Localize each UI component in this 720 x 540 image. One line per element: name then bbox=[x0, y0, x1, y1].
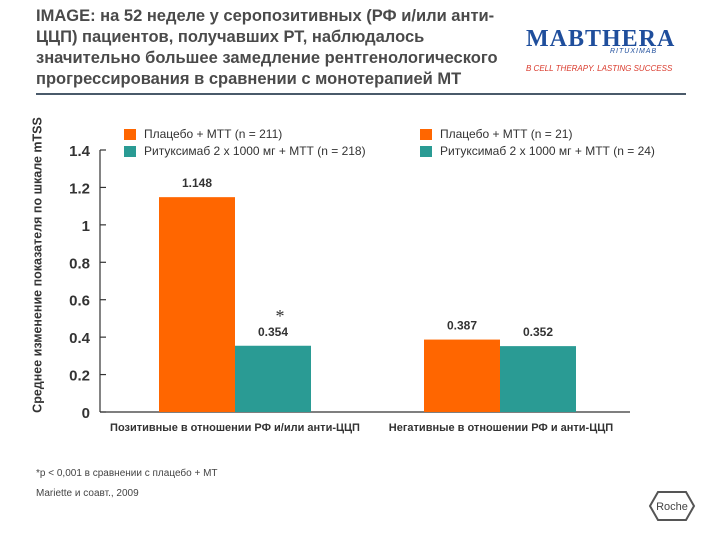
y-tick-label: 0.8 bbox=[69, 255, 90, 272]
bar-value-label: 1.148 bbox=[182, 176, 212, 190]
bar-placebo-1 bbox=[424, 339, 500, 412]
footnote-citation: Mariette и соавт., 2009 bbox=[36, 488, 139, 499]
y-tick-label: 0.6 bbox=[69, 293, 90, 310]
roche-hexagon-icon: Roche bbox=[648, 491, 696, 521]
legend-label: Плацебо + МТТ (n = 211) bbox=[144, 127, 283, 141]
y-tick-label: 0.4 bbox=[69, 330, 91, 347]
logo-wordmark: MABTHERA bbox=[526, 26, 676, 52]
legend-swatch-placebo bbox=[420, 129, 432, 140]
y-tick-label: 0 bbox=[82, 405, 90, 422]
y-tick-label: 1 bbox=[82, 218, 90, 235]
legend-entry-placebo-positive: Плацебо + МТТ (n = 211) bbox=[124, 126, 366, 143]
bar-rituximab-0 bbox=[235, 345, 311, 412]
legend-swatch-rituximab bbox=[124, 146, 136, 157]
legend-label: Ритуксимаб 2 x 1000 мг + МТТ (n = 24) bbox=[440, 144, 655, 158]
logo-subline: RITUXIMAB bbox=[610, 48, 658, 55]
y-tick-label: 1.4 bbox=[69, 143, 91, 160]
y-tick-label: 1.2 bbox=[69, 180, 90, 197]
roche-logo: Roche bbox=[642, 488, 702, 524]
slide-title: IMAGE: на 52 неделе у серопозитивных (РФ… bbox=[36, 7, 498, 88]
header-divider bbox=[36, 93, 686, 95]
legend-negative-group: Плацебо + МТТ (n = 21) Ритуксимаб 2 x 10… bbox=[420, 126, 655, 160]
legend-label: Плацебо + МТТ (n = 21) bbox=[440, 127, 573, 141]
bar-rituximab-1 bbox=[500, 346, 576, 412]
legend-positive-group: Плацебо + МТТ (n = 211) Ритуксимаб 2 x 1… bbox=[124, 126, 366, 160]
bar-placebo-0 bbox=[159, 197, 235, 412]
legend-swatch-rituximab bbox=[420, 146, 432, 157]
significance-marker: * bbox=[276, 306, 285, 326]
x-category-label-negative: Негативные в отношении РФ и анти-ЦЦП bbox=[388, 422, 614, 434]
legend-label: Ритуксимаб 2 x 1000 мг + МТТ (n = 218) bbox=[144, 144, 366, 158]
legend-entry-rituximab-negative: Ритуксимаб 2 x 1000 мг + МТТ (n = 24) bbox=[420, 143, 655, 160]
bar-value-label: 0.352 bbox=[523, 325, 553, 339]
mabthera-logo: MABTHERA RITUXIMAB B CELL THERAPY. LASTI… bbox=[526, 26, 696, 82]
footnote-significance: *p < 0,001 в сравнении с плацебо + МТ bbox=[36, 468, 218, 479]
legend-entry-rituximab-positive: Ритуксимаб 2 x 1000 мг + МТТ (n = 218) bbox=[124, 143, 366, 160]
x-category-label-positive: Позитивные в отношении РФ и/или анти-ЦЦП bbox=[110, 422, 360, 434]
legend-entry-placebo-negative: Плацебо + МТТ (n = 21) bbox=[420, 126, 655, 143]
y-tick-label: 0.2 bbox=[69, 368, 90, 385]
bar-value-label: 0.387 bbox=[447, 319, 477, 333]
roche-logo-text: Roche bbox=[656, 501, 688, 513]
logo-tagline: B CELL THERAPY. LASTING SUCCESS bbox=[526, 64, 673, 73]
bar-value-label: 0.354 bbox=[258, 325, 288, 339]
legend-swatch-placebo bbox=[124, 129, 136, 140]
